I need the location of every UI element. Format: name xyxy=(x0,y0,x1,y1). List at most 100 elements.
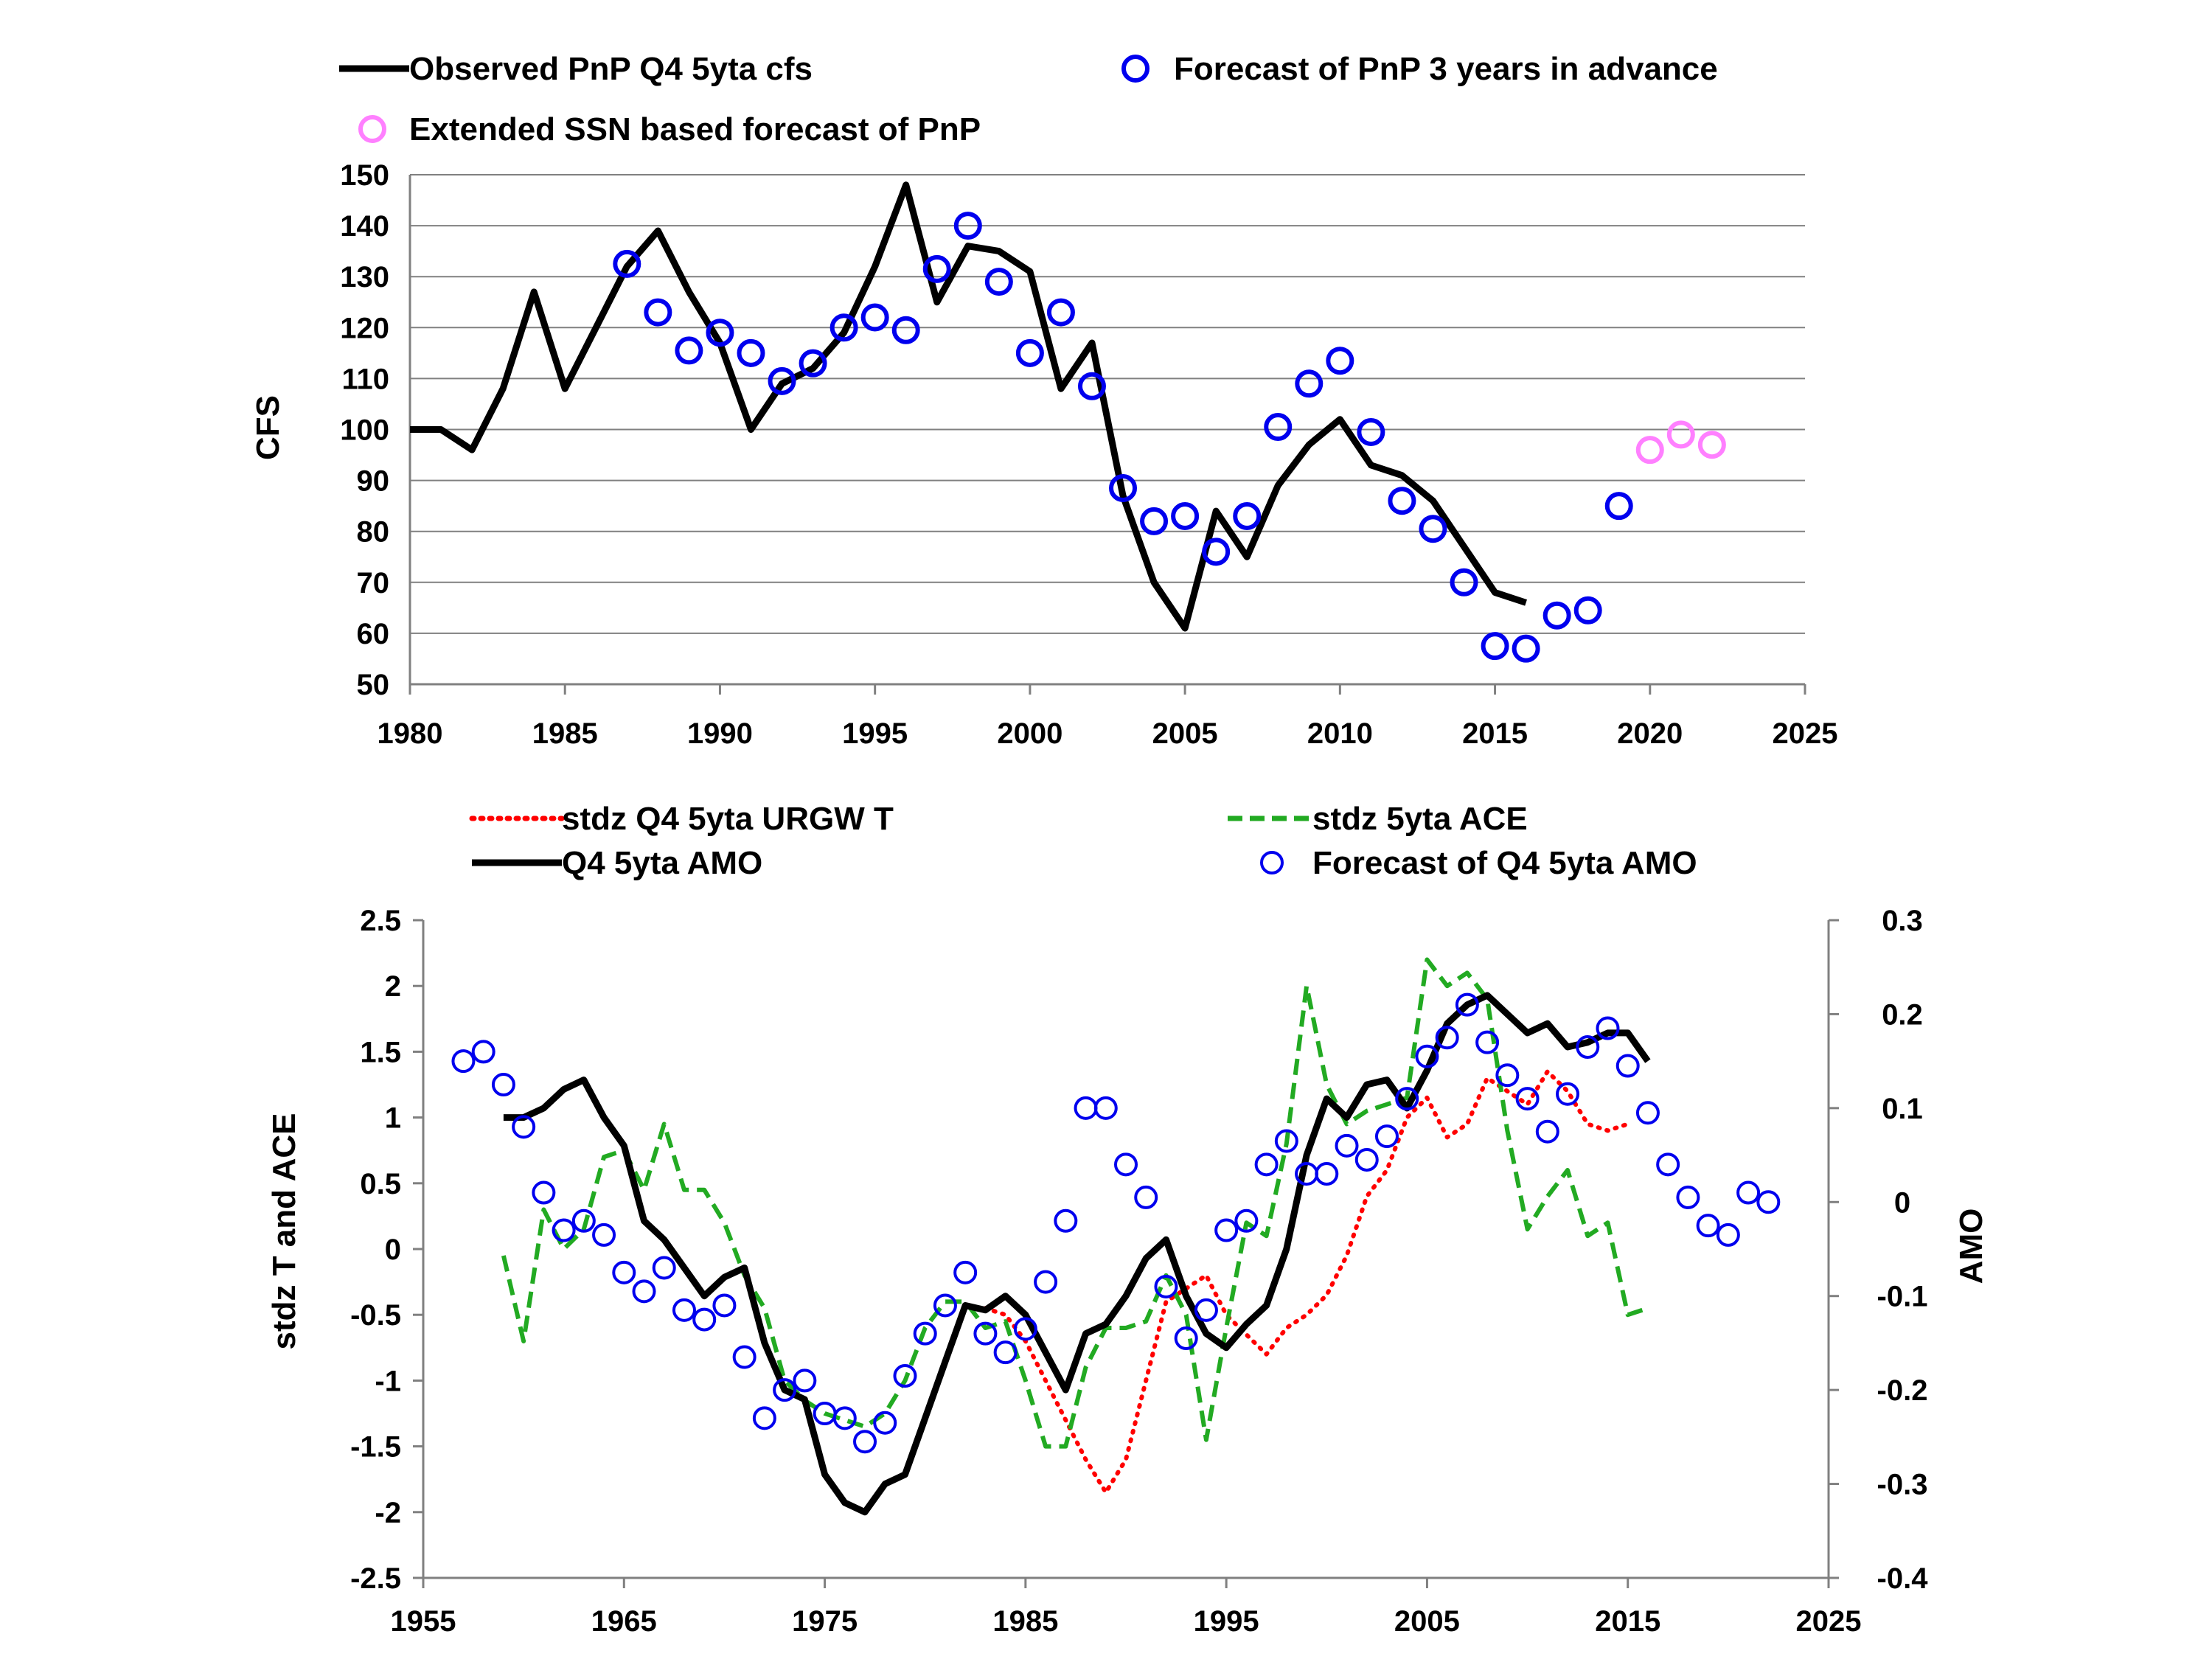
amo-forecast-of-q4-5yta-amo-point-1994 xyxy=(1194,1298,1218,1322)
amo-left-tick--2.5: -2.5 xyxy=(350,1562,401,1595)
amo-right-axis-title: AMO xyxy=(1953,1208,1989,1284)
pnp-chart: Observed PnP Q4 5yta cfs Forecast of PnP… xyxy=(250,51,1837,750)
pnp-forecast-of-pnp-3-years-in-advance-point-2014 xyxy=(1450,568,1478,597)
amo-q4-5yta-amo-line xyxy=(503,992,1651,1516)
pnp-forecast-of-pnp-3-years-in-advance-point-1988 xyxy=(644,298,672,327)
amo-forecast-of-q4-5yta-amo-point-2020 xyxy=(1716,1222,1740,1247)
pnp-forecast-of-pnp-3-years-in-advance-point-2004 xyxy=(1140,507,1169,535)
amo-forecast-of-q4-5yta-amo-point-1984 xyxy=(993,1340,1018,1365)
amo-forecast-of-q4-5yta-amo-point-2001 xyxy=(1335,1133,1359,1158)
amo-forecast-of-q4-5yta-amo-point-1980 xyxy=(913,1321,937,1346)
amo-left-tick-0.5: 0.5 xyxy=(360,1168,401,1200)
pnp-y-tick-150: 150 xyxy=(340,159,389,192)
amo-forecast-of-q4-5yta-amo-point-1963 xyxy=(571,1208,596,1233)
amo-forecast-of-q4-5yta-amo-point-1992 xyxy=(1154,1274,1178,1298)
amo-forecast-of-q4-5yta-amo-point-1978 xyxy=(873,1411,897,1435)
pnp-extended-ssn-based-forecast-of-pnp-point-2022 xyxy=(1697,431,1726,459)
pnp-forecast-of-pnp-3-years-in-advance-point-2009 xyxy=(1295,369,1324,398)
pnp-forecast-of-pnp-3-years-in-advance-point-2000 xyxy=(1015,338,1044,367)
amo-forecast-of-q4-5yta-amo-point-2011 xyxy=(1535,1119,1559,1144)
pnp-forecast-of-pnp-3-years-in-advance-point-1989 xyxy=(675,336,703,365)
pnp-y-tick-70: 70 xyxy=(357,567,390,599)
amo-x-tick-1975: 1975 xyxy=(792,1605,858,1638)
amo-right-tick--0.1: -0.1 xyxy=(1877,1281,1928,1313)
pnp-forecast-of-pnp-3-years-in-advance-point-2015 xyxy=(1481,632,1509,661)
pnp-x-tick-1985: 1985 xyxy=(532,717,598,750)
pnp-forecast-of-pnp-3-years-in-advance-point-2019 xyxy=(1604,492,1633,521)
legend-ace-label: stdz 5yta ACE xyxy=(1312,801,1528,837)
pnp-y-axis-title: CFS xyxy=(250,395,286,460)
amo-left-tick-0: 0 xyxy=(385,1234,401,1266)
pnp-y-tick-90: 90 xyxy=(357,465,390,498)
amo-left-tick-2.5: 2.5 xyxy=(360,905,401,937)
amo-left-tick--1.5: -1.5 xyxy=(350,1431,401,1464)
amo-forecast-of-q4-5yta-amo-point-2021 xyxy=(1736,1180,1761,1205)
pnp-y-tick-100: 100 xyxy=(340,414,389,447)
amo-forecast-of-q4-5yta-amo-point-1986 xyxy=(1034,1270,1058,1294)
amo-forecast-of-q4-5yta-amo-point-1983 xyxy=(973,1321,998,1346)
amo-forecast-of-q4-5yta-amo-point-1972 xyxy=(752,1406,776,1430)
amo-right-tick--0.3: -0.3 xyxy=(1877,1469,1928,1501)
pnp-y-tick-labels: 50 60 70 80 90 100 110 120 130 140 150 xyxy=(340,159,389,701)
amo-right-tick--0.4: -0.4 xyxy=(1877,1562,1929,1595)
amo-stdz-q4-5yta-urgw-t-line xyxy=(983,1069,1630,1495)
amo-left-tick--1: -1 xyxy=(375,1365,401,1397)
amo-x-tick-labels: 1955 1965 1975 1985 1995 2005 2015 2025 xyxy=(391,1605,1862,1638)
amo-forecast-of-q4-5yta-amo-point-1969 xyxy=(692,1307,717,1332)
pnp-extended-ssn-based-forecast-of-pnp-point-2020 xyxy=(1635,436,1664,465)
amo-forecast-of-q4-5yta-amo-point-2017 xyxy=(1656,1152,1680,1177)
amo-forecast-of-q4-5yta-amo-point-1977 xyxy=(853,1430,877,1454)
pnp-x-tick-2005: 2005 xyxy=(1152,717,1218,750)
amo-forecast-of-q4-5yta-amo-point-1970 xyxy=(712,1293,737,1318)
amo-right-tick-0.2: 0.2 xyxy=(1882,998,1923,1031)
amo-forecast-of-q4-5yta-amo-point-2019 xyxy=(1696,1214,1720,1238)
amo-forecast-of-q4-5yta-amo-point-2014 xyxy=(1596,1016,1620,1040)
amo-forecast-of-q4-5yta-amo-point-1985 xyxy=(1013,1317,1037,1341)
pnp-forecast-of-pnp-3-years-in-advance-point-2012 xyxy=(1388,487,1416,515)
amo-forecast-of-q4-5yta-amo-point-2002 xyxy=(1354,1147,1379,1172)
pnp-forecast-of-pnp-3-years-in-advance-point-1995 xyxy=(860,303,889,332)
amo-forecast-of-q4-5yta-amo-point-1989 xyxy=(1093,1096,1118,1120)
amo-series xyxy=(451,957,1781,1516)
amo-left-tick-labels: -2.5 -2 -1.5 -1 -0.5 0 0.5 1 1.5 2 2.5 xyxy=(350,905,401,1595)
amo-forecast-of-q4-5yta-amo-point-1964 xyxy=(592,1222,616,1247)
amo-forecast-of-q4-5yta-amo-point-2013 xyxy=(1576,1035,1600,1060)
amo-right-tick--0.2: -0.2 xyxy=(1877,1374,1928,1407)
pnp-y-tick-140: 140 xyxy=(340,210,389,243)
legend-extended-swatch xyxy=(358,115,386,143)
pnp-y-tick-130: 130 xyxy=(340,261,389,293)
amo-forecast-of-q4-5yta-amo-point-2012 xyxy=(1556,1082,1580,1106)
amo-chart: stdz Q4 5yta URGW T stdz 5yta ACE Q4 5yt… xyxy=(266,801,1989,1638)
amo-forecast-of-q4-5yta-amo-point-1958 xyxy=(471,1040,495,1064)
amo-x-tick-1955: 1955 xyxy=(391,1605,456,1638)
amo-forecast-of-q4-5yta-amo-point-1981 xyxy=(933,1293,957,1318)
amo-forecast-of-q4-5yta-amo-point-1967 xyxy=(652,1256,676,1280)
pnp-forecast-of-pnp-3-years-in-advance-point-2001 xyxy=(1046,298,1075,327)
amo-forecast-of-q4-5yta-amo-point-1997 xyxy=(1254,1152,1279,1177)
legend-observed-label: Observed PnP Q4 5yta cfs xyxy=(409,51,813,87)
pnp-x-tick-2010: 2010 xyxy=(1307,717,1373,750)
amo-forecast-of-q4-5yta-amo-point-1987 xyxy=(1054,1208,1078,1233)
pnp-y-tick-120: 120 xyxy=(340,312,389,344)
amo-forecast-of-q4-5yta-amo-point-1996 xyxy=(1234,1208,1259,1233)
pnp-forecast-of-pnp-3-years-in-advance-point-2011 xyxy=(1357,417,1385,446)
amo-forecast-of-q4-5yta-amo-point-2022 xyxy=(1756,1190,1781,1214)
amo-forecast-of-q4-5yta-amo-point-1957 xyxy=(451,1049,476,1074)
amo-forecast-of-q4-5yta-amo-point-1995 xyxy=(1214,1218,1239,1242)
amo-x-tick-1995: 1995 xyxy=(1194,1605,1259,1638)
amo-forecast-of-q4-5yta-amo-point-2016 xyxy=(1635,1101,1660,1125)
pnp-y-tick-50: 50 xyxy=(357,669,390,701)
pnp-y-tick-80: 80 xyxy=(357,516,390,549)
pnp-forecast-of-pnp-3-years-in-advance-point-1998 xyxy=(953,212,982,240)
amo-x-tick-1985: 1985 xyxy=(992,1605,1058,1638)
pnp-forecast-of-pnp-3-years-in-advance-point-2006 xyxy=(1202,538,1231,566)
pnp-x-tick-1995: 1995 xyxy=(842,717,908,750)
pnp-x-tick-labels: 1980 1985 1990 1995 2000 2005 2010 2015 2020 2025 xyxy=(378,717,1838,750)
amo-forecast-of-q4-5yta-amo-point-2009 xyxy=(1495,1063,1520,1088)
pnp-observed-pnp-q4-5yta-cfs-line xyxy=(410,181,1528,632)
pnp-forecast-of-pnp-3-years-in-advance-point-1993 xyxy=(799,349,827,378)
amo-forecast-of-q4-5yta-amo-point-1976 xyxy=(832,1406,857,1430)
amo-x-tick-2015: 2015 xyxy=(1595,1605,1660,1638)
amo-right-tick-labels: -0.4 -0.3 -0.2 -0.1 0 0.1 0.2 0.3 xyxy=(1877,905,1929,1595)
